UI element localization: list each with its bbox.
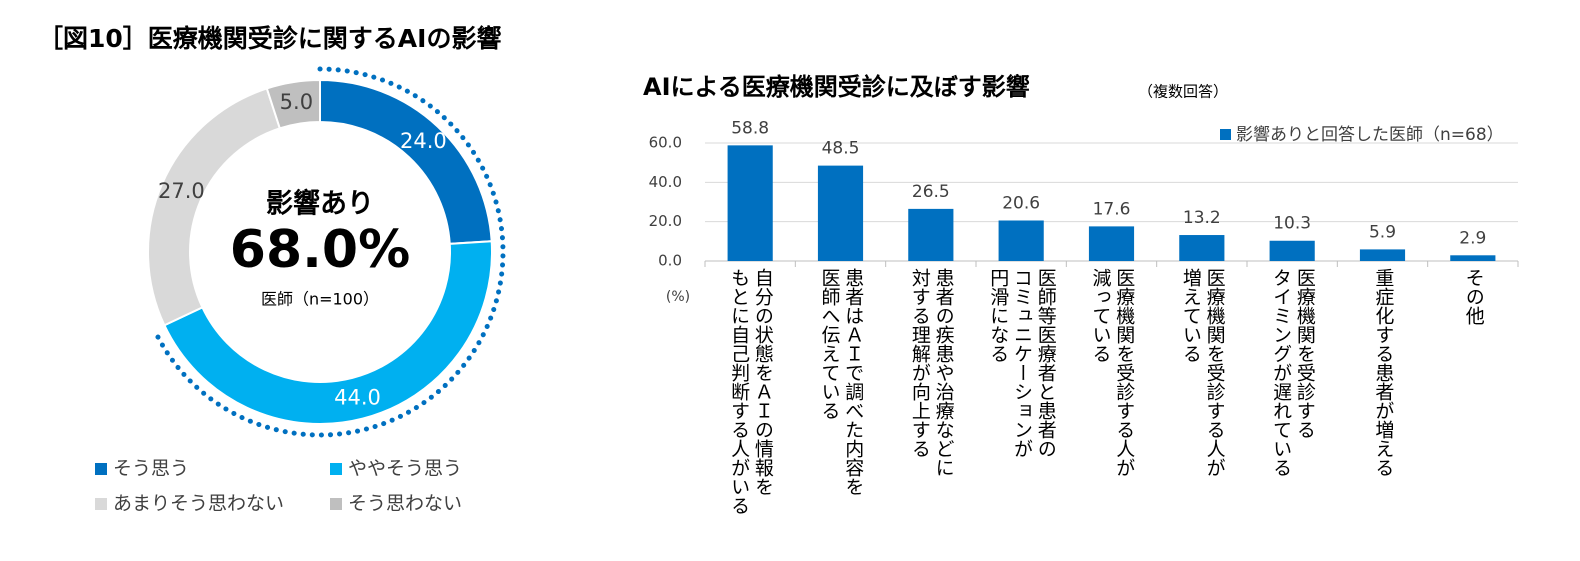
- value-label: 5.9: [1369, 222, 1396, 242]
- value-label: 27.0: [158, 179, 205, 203]
- legend-label: あまりそう思わない: [113, 493, 284, 515]
- center-text: 68.0%: [230, 220, 410, 280]
- bar: [1450, 255, 1496, 261]
- value-label: 48.5: [822, 139, 860, 159]
- bar: [1269, 240, 1315, 261]
- legend-label: 影響ありと回答した医師（n=68）: [1236, 125, 1504, 145]
- y-tick-label: 40.0: [649, 173, 682, 191]
- x-tick-label: 自分の状態をＡＩの情報を もとに自己判断する人がいる: [728, 268, 774, 515]
- y-tick-label: 20.0: [649, 212, 682, 230]
- legend-swatch: [330, 463, 342, 475]
- chart-title: AIによる医療機関受診に及ぼす影響: [643, 73, 1030, 101]
- page-title: ［図10］医療機関受診に関するAIの影響: [38, 24, 501, 53]
- value-label: 5.0: [280, 90, 313, 114]
- x-tick-label: 医療機関を受診する人が 減っている: [1089, 268, 1136, 477]
- value-label: 24.0: [400, 129, 447, 153]
- value-label: 58.8: [731, 118, 769, 138]
- donut-segment: [265, 78, 321, 130]
- value-label: 20.6: [1002, 193, 1040, 213]
- legend-label: そう思わない: [348, 493, 462, 515]
- bar: [1088, 226, 1135, 261]
- x-tick-label: 医師等医療者と患者の コミュニケーションが 円滑になる: [987, 268, 1057, 458]
- x-tick-label: 医療機関を受診する タイミングが遅れている: [1270, 268, 1316, 477]
- x-tick-label: 重症化する患者が増える: [1372, 268, 1395, 477]
- chart-subtitle: （複数回答）: [1138, 83, 1228, 101]
- bar: [908, 208, 954, 261]
- bar: [1359, 249, 1406, 261]
- x-tick-label: 患者の疾患や治療などに 対する理解が向上する: [908, 268, 955, 477]
- donut-segment: [163, 240, 493, 425]
- legend-swatch: [95, 498, 107, 510]
- value-label: 13.2: [1183, 208, 1221, 228]
- legend-swatch: [330, 498, 342, 510]
- x-tick-label: その他: [1462, 268, 1485, 325]
- value-label: 26.5: [912, 182, 950, 202]
- legend-label: そう思う: [113, 458, 189, 480]
- center-text: 影響あり: [266, 188, 374, 220]
- legend-swatch: [1220, 129, 1231, 140]
- value-label: 10.3: [1273, 214, 1311, 234]
- bar: [1179, 235, 1225, 261]
- legend-swatch: [95, 463, 107, 475]
- value-label: 2.9: [1459, 228, 1486, 248]
- value-label: 17.6: [1093, 199, 1131, 219]
- impact-arc: [151, 66, 506, 438]
- value-label: 44.0: [334, 385, 381, 409]
- center-text: 医師（n=100）: [261, 290, 379, 309]
- x-tick-label: 医療機関を受診する人が 増えている: [1179, 268, 1226, 477]
- legend-label: ややそう思う: [348, 458, 462, 480]
- bar: [998, 220, 1044, 261]
- y-tick-label: 60.0: [649, 134, 682, 152]
- x-tick-label: 患者はＡＩで調べた内容を 医師へ伝えている: [818, 268, 865, 496]
- y-axis-label: (%): [666, 289, 690, 305]
- y-tick-label: 0.0: [658, 252, 682, 270]
- bar: [817, 165, 864, 261]
- bar: [727, 145, 773, 261]
